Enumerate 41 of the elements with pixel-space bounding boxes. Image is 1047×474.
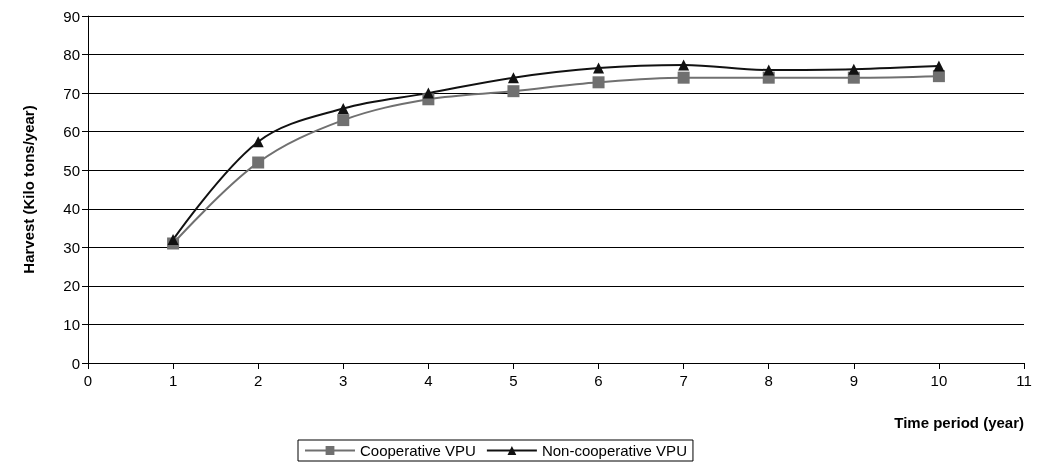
x-tick-label: 10 (930, 372, 948, 389)
point (677, 71, 690, 84)
y-tick-label: 40 (63, 200, 80, 218)
legend-label: Cooperative VPU (360, 442, 476, 459)
x-tick-label: 2 (254, 372, 263, 389)
y-tick-label: 60 (63, 123, 80, 141)
legend-label: Non-cooperative VPU (541, 442, 687, 459)
y-axis-title: Harvest (Kilo tons/year) (20, 105, 37, 274)
point (593, 62, 605, 74)
point (848, 63, 860, 75)
point (507, 72, 519, 84)
x-tick-label: 11 (1016, 372, 1032, 389)
point (763, 64, 775, 76)
x-tick-label: 1 (168, 372, 178, 389)
x-tick-label: 0 (83, 372, 93, 389)
y-tick-label: 80 (63, 46, 80, 64)
y-tick-label: 0 (71, 354, 80, 372)
x-tick-label: 3 (339, 372, 348, 389)
point (337, 103, 349, 115)
point (678, 59, 690, 71)
point (422, 87, 434, 99)
point (167, 234, 179, 246)
point (507, 85, 520, 98)
y-tick-label: 10 (63, 315, 80, 333)
point (933, 60, 945, 72)
x-tick-label: 6 (594, 372, 603, 389)
y-tick-label: 50 (63, 161, 80, 179)
y-tick-label: 30 (63, 238, 80, 256)
point (592, 76, 605, 89)
point (252, 136, 264, 148)
x-tick-label: 8 (764, 372, 773, 389)
point (252, 156, 265, 169)
y-tick-label: 20 (63, 277, 80, 295)
x-tick-label: 4 (424, 372, 433, 389)
x-tick-label: 5 (509, 372, 518, 389)
x-axis-title: Time period (year) (894, 414, 1024, 431)
y-tick-label: 70 (63, 84, 80, 102)
x-tick-label: 9 (849, 372, 858, 389)
x-tick-label: 7 (679, 372, 688, 389)
point (337, 114, 350, 127)
y-tick-label: 90 (63, 7, 80, 25)
